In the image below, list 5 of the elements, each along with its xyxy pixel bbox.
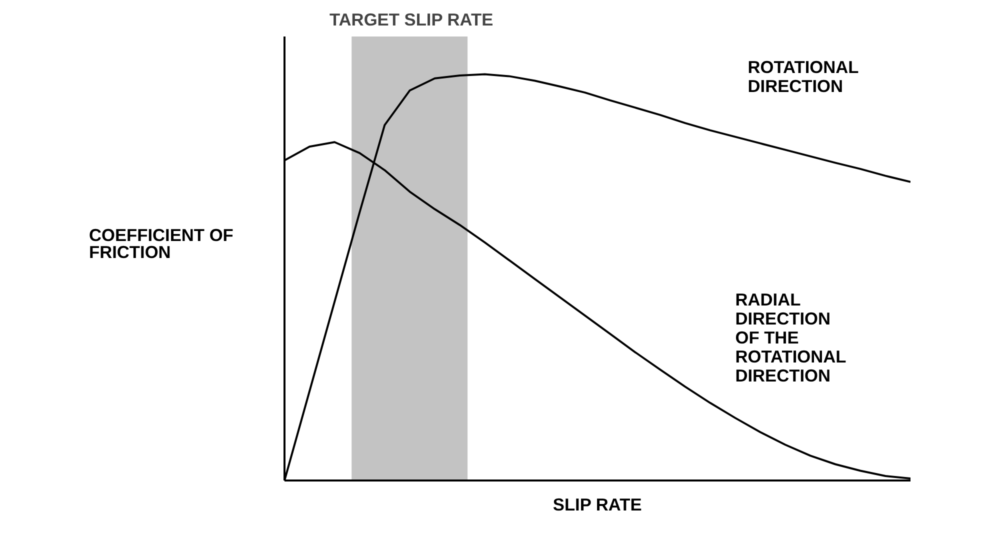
y-axis-title: COEFFICIENT OF FRICTION xyxy=(89,225,234,262)
series-label: RADIAL DIRECTION OF THE ROTATIONAL DIRECTION xyxy=(735,289,847,386)
text: TARGET SLIP RATE xyxy=(330,10,494,30)
x-axis-title: SLIP RATE xyxy=(552,494,642,514)
text: ROTATIONAL DIRECTION xyxy=(748,57,860,96)
